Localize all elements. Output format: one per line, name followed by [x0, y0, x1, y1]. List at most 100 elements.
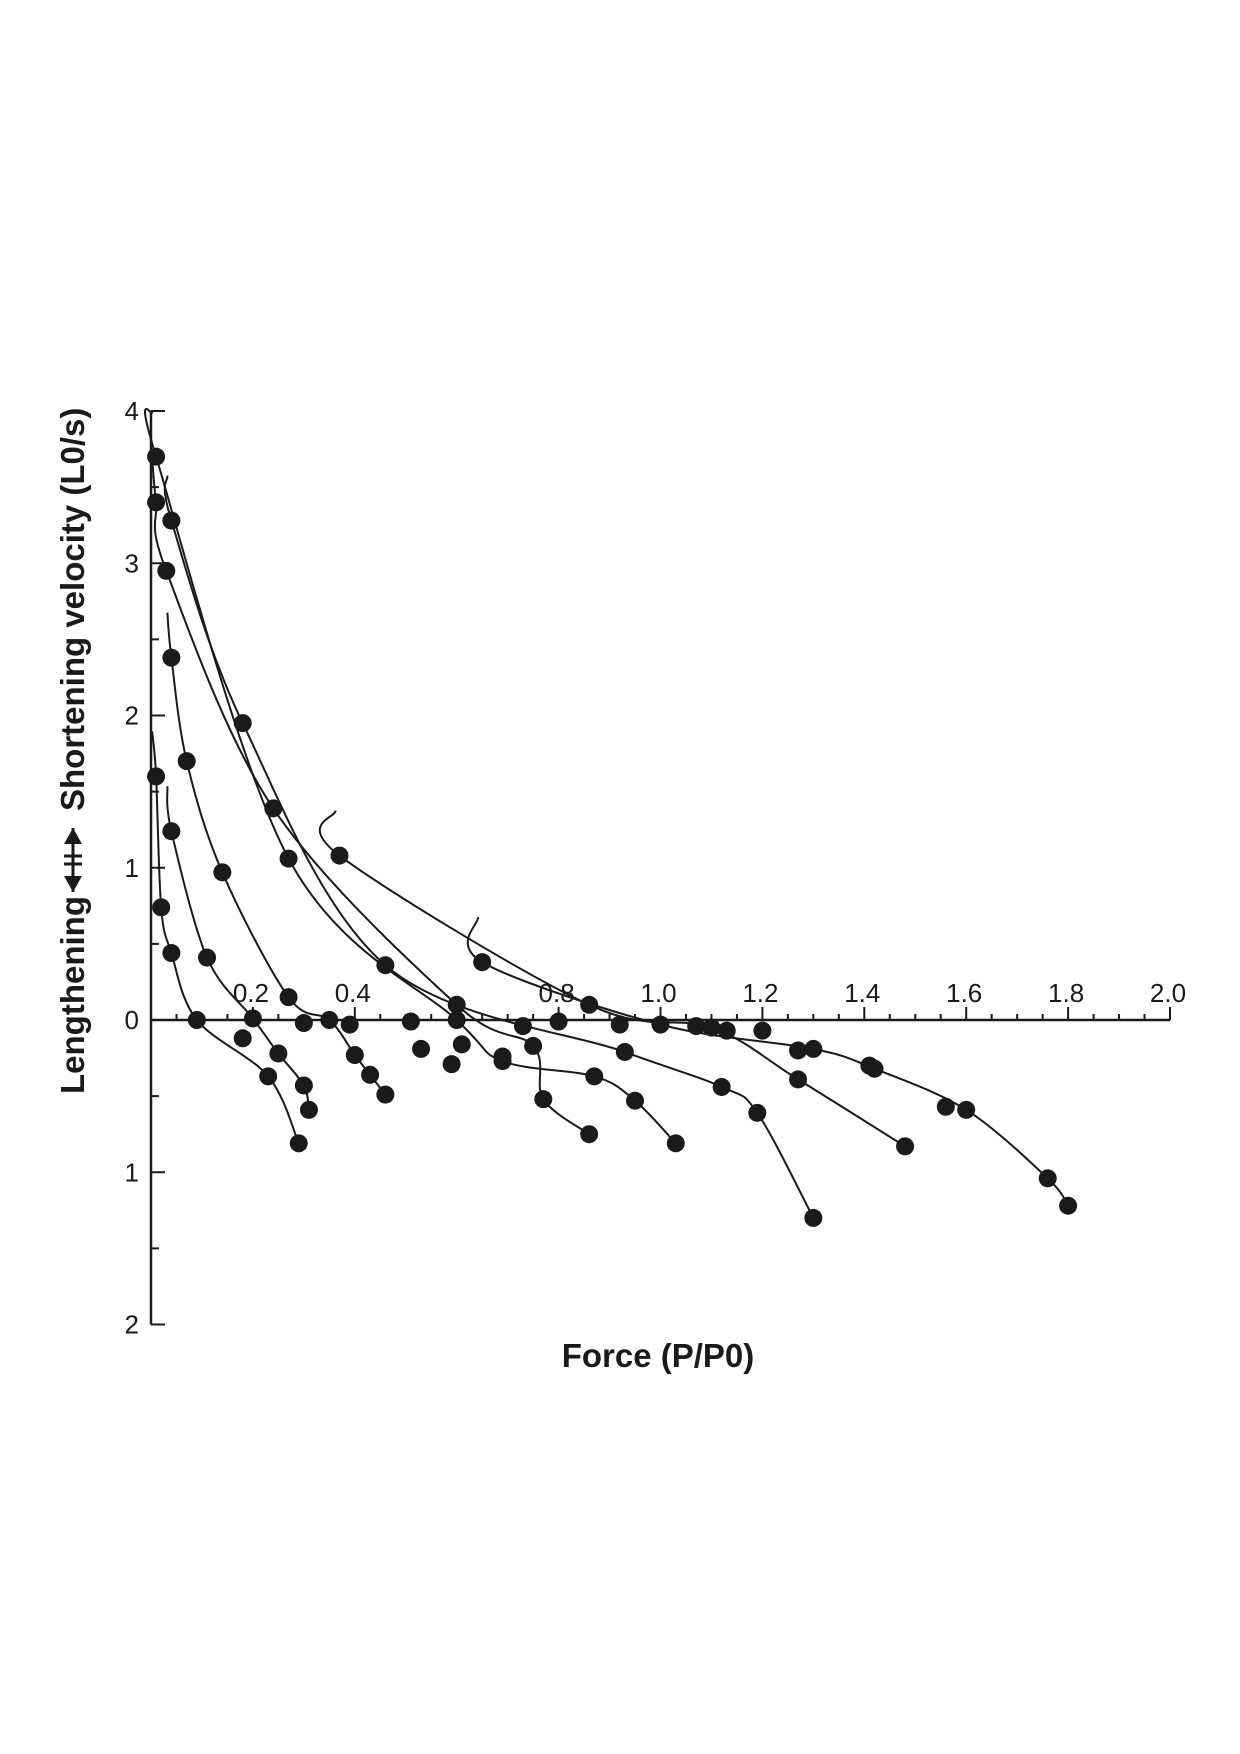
series-3-point	[361, 1065, 380, 1084]
series-8-curve	[466, 916, 1069, 1207]
series-6-point	[376, 956, 395, 975]
y-tick-label: 0	[125, 1005, 139, 1035]
series-2-point	[269, 1044, 288, 1063]
y-tick-label: 3	[125, 548, 139, 578]
y-axis-title: Lengthening Shortening velocity (L0/s)	[54, 408, 91, 1094]
data-point	[860, 1056, 879, 1075]
series-1-point	[162, 944, 181, 963]
series-5-point	[147, 447, 166, 466]
data-point	[493, 1047, 512, 1066]
x-tick-label: 1.2	[742, 978, 778, 1008]
series-7-point	[702, 1018, 721, 1037]
data-point	[789, 1041, 808, 1060]
series-3-point	[345, 1046, 364, 1065]
data-point	[452, 1035, 471, 1054]
data-point	[549, 1012, 568, 1031]
x-tick-label: 1.6	[946, 978, 982, 1008]
series-6-point	[712, 1077, 731, 1096]
series-6-curve	[163, 475, 815, 1219]
x-tick-labels: 0.2 0.4 0.8 1.0 1.2 1.4 1.6 1.8 2.0	[233, 978, 1186, 1008]
series-7-point	[896, 1137, 915, 1156]
x-tick-label: 2.0	[1150, 978, 1186, 1008]
series-3-curve	[166, 612, 387, 1096]
series-7-curve	[318, 810, 906, 1148]
series-2-point	[162, 822, 181, 841]
series-8-point	[651, 1015, 670, 1034]
data-point	[936, 1097, 955, 1116]
data-point	[610, 1015, 629, 1034]
series-8-point	[1059, 1196, 1078, 1215]
series-3-point	[177, 752, 196, 771]
series-3-point	[376, 1085, 395, 1104]
series-2-point	[243, 1009, 262, 1028]
data-points	[147, 447, 1078, 1227]
data-point	[412, 1039, 431, 1058]
series-4-point	[524, 1036, 543, 1055]
series-1-point	[152, 898, 171, 917]
x-axis-title: Force (P/P0)	[562, 1337, 755, 1374]
series-1-point	[147, 767, 166, 786]
series-6-point	[748, 1103, 767, 1122]
y-tick-label: 4	[125, 396, 139, 426]
x-tick-label: 0.4	[335, 978, 371, 1008]
series-7-point	[789, 1070, 808, 1089]
x-tick-label: 0.2	[233, 978, 269, 1008]
data-point	[294, 1014, 313, 1033]
series-4-point	[264, 799, 283, 818]
series-6-point	[162, 511, 181, 530]
series-4-point	[580, 1125, 599, 1144]
series-1-point	[289, 1134, 308, 1153]
y-ticks	[151, 410, 165, 1326]
series-6-point	[233, 714, 252, 733]
y-tick-labels: 4 3 2 1 0 1 2	[125, 396, 139, 1340]
series-4-curve	[151, 457, 590, 1136]
series-4-point	[147, 493, 166, 512]
series-1-point	[187, 1011, 206, 1029]
series-3-point	[279, 988, 298, 1007]
series-5-point	[585, 1067, 604, 1086]
curves	[144, 408, 1069, 1219]
series-5-point	[626, 1091, 645, 1110]
y-tick-label: 2	[125, 1310, 139, 1340]
series-7-point	[330, 846, 349, 865]
y-tick-label: 2	[125, 701, 139, 731]
data-point	[513, 1017, 532, 1036]
series-3-point	[213, 863, 232, 882]
series-5-point	[447, 1011, 466, 1029]
series-6-point	[804, 1208, 823, 1227]
series-4-point	[534, 1090, 553, 1109]
series-2-point	[198, 948, 217, 967]
data-point	[753, 1021, 772, 1040]
data-point	[233, 1029, 252, 1048]
x-minor-ticks	[175, 1014, 1146, 1020]
data-point	[340, 1015, 359, 1034]
x-tick-label: 1.0	[640, 978, 676, 1008]
y-tick-label: 1	[125, 1157, 139, 1187]
series-6-point	[615, 1042, 634, 1061]
series-8-point	[804, 1039, 823, 1058]
series-8-point	[957, 1100, 976, 1119]
data-point	[687, 1017, 706, 1036]
series-4-point	[447, 995, 466, 1014]
double-arrow-icon	[64, 828, 82, 892]
series-3-point	[162, 648, 181, 667]
series-1-point	[259, 1067, 278, 1086]
series-1-curve	[151, 731, 300, 1144]
x-tick-label: 1.8	[1048, 978, 1084, 1008]
series-2-curve	[166, 786, 310, 1110]
series-3-point	[320, 1011, 339, 1029]
series-8-point	[473, 953, 492, 972]
series-4-point	[157, 561, 176, 580]
y-axis-title-lengthening: Lengthening	[54, 896, 91, 1094]
y-tick-label: 1	[125, 853, 139, 883]
series-2-point	[299, 1100, 318, 1119]
series-5-point	[666, 1134, 685, 1153]
x-tick-label: 1.4	[844, 978, 880, 1008]
data-point	[401, 1012, 420, 1031]
data-point	[717, 1021, 736, 1040]
series-8-point	[1038, 1169, 1057, 1188]
series-2-point	[294, 1076, 313, 1095]
series-5-curve	[144, 408, 677, 1144]
